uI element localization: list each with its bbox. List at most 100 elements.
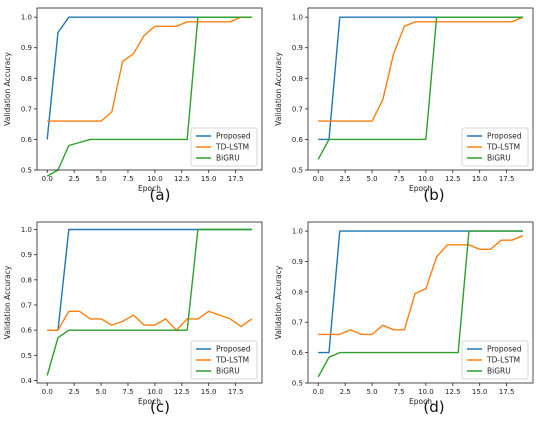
x-tick-label: 5.0 bbox=[366, 175, 377, 183]
y-tick-label: 0.5 bbox=[292, 167, 303, 175]
y-tick-label: 0.5 bbox=[21, 167, 32, 175]
series-line-td-lstm bbox=[318, 235, 524, 336]
y-tick-label: 0.5 bbox=[292, 380, 303, 388]
x-tick-label: 10.0 bbox=[147, 388, 163, 396]
x-tick-label: 15.0 bbox=[472, 388, 488, 396]
legend-entry: TD-LSTM bbox=[486, 143, 520, 152]
y-tick-label: 0.6 bbox=[292, 349, 304, 357]
y-tick-label: 0.8 bbox=[21, 276, 32, 284]
y-tick-label: 1.0 bbox=[292, 14, 303, 22]
y-tick-label: 1.0 bbox=[292, 228, 303, 236]
x-tick-label: 10.0 bbox=[418, 388, 434, 396]
legend-entry: Proposed bbox=[216, 132, 251, 141]
x-tick-label: 17.5 bbox=[228, 388, 244, 396]
x-tick-label: 7.5 bbox=[393, 175, 404, 183]
legend-entry: Proposed bbox=[487, 132, 522, 141]
y-tick-label: 0.7 bbox=[292, 105, 303, 113]
series-line-bigru bbox=[46, 16, 252, 177]
y-tick-label: 0.7 bbox=[21, 302, 32, 310]
x-tick-label: 10.0 bbox=[418, 175, 434, 183]
series-line-td-lstm bbox=[47, 310, 253, 331]
x-tick-label: 12.5 bbox=[445, 388, 461, 396]
x-tick-label: 17.5 bbox=[499, 388, 515, 396]
legend-box bbox=[461, 340, 529, 380]
plot-frame bbox=[36, 7, 263, 171]
y-tick-label: 0.6 bbox=[21, 136, 33, 144]
plot-frame bbox=[307, 7, 534, 171]
y-tick-label: 0.9 bbox=[292, 44, 303, 52]
chart-panel-a: 0.0 2.5 5.0 7.5 10.0 12.5 15.0 17.5 0.5 0.6 0.7 0.8… bbox=[3, 7, 263, 204]
x-axis-label: Epoch bbox=[138, 184, 161, 193]
panel-label: (a) bbox=[150, 186, 171, 204]
legend-entry: TD-LSTM bbox=[215, 143, 249, 152]
x-tick-label: 12.5 bbox=[174, 175, 190, 183]
x-tick-label: 0.0 bbox=[42, 175, 53, 183]
series-line-bigru bbox=[317, 16, 523, 160]
x-tick-label: 7.5 bbox=[122, 388, 133, 396]
legend-entry: TD-LSTM bbox=[486, 356, 520, 365]
series-line-bigru bbox=[317, 230, 523, 378]
x-tick-label: 2.5 bbox=[69, 388, 80, 396]
plot-frame bbox=[36, 221, 263, 384]
x-tick-label: 10.0 bbox=[147, 175, 163, 183]
x-tick-label: 0.0 bbox=[313, 175, 324, 183]
y-axis-label: Validation Accuracy bbox=[3, 52, 12, 126]
y-tick-label: 0.5 bbox=[21, 352, 32, 360]
x-tick-label: 2.5 bbox=[340, 388, 351, 396]
y-tick-label: 0.8 bbox=[21, 75, 32, 83]
y-tick-label: 0.9 bbox=[292, 258, 303, 266]
y-tick-label: 0.9 bbox=[21, 44, 32, 52]
x-axis-label: Epoch bbox=[409, 184, 432, 193]
x-tick-label: 5.0 bbox=[95, 175, 106, 183]
x-tick-label: 15.0 bbox=[472, 175, 488, 183]
plot-frame bbox=[307, 221, 534, 384]
legend-entry: BiGRU bbox=[216, 367, 240, 376]
x-axis-label: Epoch bbox=[138, 397, 161, 406]
series-line-td-lstm bbox=[47, 16, 252, 122]
legend-entry: Proposed bbox=[487, 345, 522, 354]
y-tick-label: 0.4 bbox=[21, 377, 33, 385]
y-axis-label: Validation Accuracy bbox=[274, 265, 283, 339]
legend-entry: BiGRU bbox=[487, 154, 511, 163]
y-tick-label: 1.0 bbox=[21, 226, 32, 234]
x-tick-label: 0.0 bbox=[313, 388, 324, 396]
y-axis-label: Validation Accuracy bbox=[3, 265, 12, 339]
x-tick-label: 5.0 bbox=[95, 388, 106, 396]
y-tick-label: 0.6 bbox=[292, 136, 304, 144]
chart-panel-b: 0.0 2.5 5.0 7.5 10.0 12.5 15.0 17.5 0.5 0.6 0.7 0.8… bbox=[274, 7, 534, 204]
series-line-bigru bbox=[46, 228, 252, 376]
panel-label: (b) bbox=[423, 186, 444, 204]
legend-entry: BiGRU bbox=[216, 154, 240, 163]
chart-panel-c: 0.0 2.5 5.0 7.5 10.0 12.5 15.0 17.5 0.4 0.5 0.6 0.7… bbox=[3, 221, 263, 416]
legend-box bbox=[190, 127, 258, 167]
y-axis-label: Validation Accuracy bbox=[274, 52, 283, 126]
y-tick-label: 0.9 bbox=[21, 251, 32, 259]
y-tick-label: 0.6 bbox=[21, 327, 33, 335]
legend-box bbox=[190, 340, 258, 380]
x-tick-label: 2.5 bbox=[69, 175, 80, 183]
x-tick-label: 5.0 bbox=[366, 388, 377, 396]
x-tick-label: 7.5 bbox=[122, 175, 133, 183]
x-tick-label: 17.5 bbox=[228, 175, 244, 183]
x-tick-label: 7.5 bbox=[393, 388, 404, 396]
x-tick-label: 12.5 bbox=[174, 388, 190, 396]
panel-label: (c) bbox=[150, 398, 170, 416]
x-tick-label: 0.0 bbox=[42, 388, 53, 396]
legend-entry: TD-LSTM bbox=[215, 356, 249, 365]
y-tick-label: 0.8 bbox=[292, 288, 303, 296]
panel-label: (d) bbox=[423, 398, 444, 416]
series-line-td-lstm bbox=[318, 16, 524, 122]
x-tick-label: 15.0 bbox=[201, 388, 217, 396]
chart-panel-d: 0.0 2.5 5.0 7.5 10.0 12.5 15.0 17.5 0.5 0.6 0.7 0.8… bbox=[274, 221, 534, 416]
y-tick-label: 0.7 bbox=[21, 105, 32, 113]
x-tick-label: 15.0 bbox=[201, 175, 217, 183]
x-tick-label: 17.5 bbox=[499, 175, 515, 183]
y-tick-label: 0.7 bbox=[292, 319, 303, 327]
y-tick-label: 1.0 bbox=[21, 14, 32, 22]
legend-entry: Proposed bbox=[216, 345, 251, 354]
legend-entry: BiGRU bbox=[487, 367, 511, 376]
x-tick-label: 2.5 bbox=[340, 175, 351, 183]
legend-box bbox=[461, 127, 529, 167]
x-tick-label: 12.5 bbox=[445, 175, 461, 183]
